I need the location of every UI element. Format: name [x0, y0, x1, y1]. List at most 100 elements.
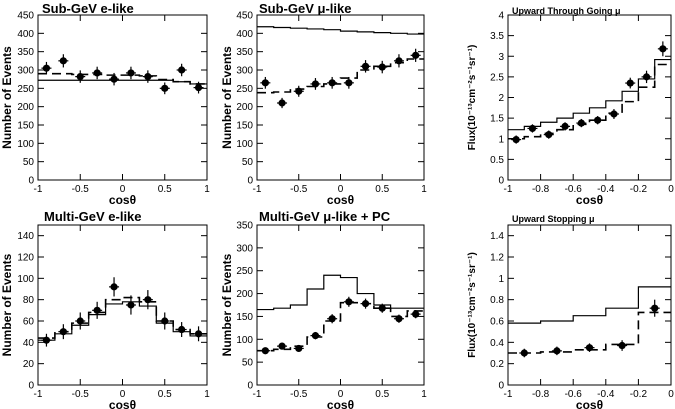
data-point — [642, 73, 651, 81]
x-tick-label: -0.2 — [630, 389, 648, 400]
histogram-no-oscillation — [257, 26, 424, 35]
y-tick-label: 50 — [242, 358, 254, 369]
y-tick-label: 350 — [236, 47, 253, 58]
x-tick-label: 1 — [421, 184, 427, 195]
y-tick-label: 200 — [236, 102, 253, 113]
y-tick-label: 60 — [23, 317, 35, 328]
data-point — [93, 306, 101, 314]
x-tick-label: -1 — [504, 389, 513, 400]
data-point — [361, 62, 370, 70]
x-tick-label: -0.2 — [630, 184, 648, 195]
histogram-oscillation — [38, 72, 207, 85]
y-tick-label: 0 — [247, 381, 253, 392]
data-point — [127, 301, 135, 309]
y-tick-label: 0 — [28, 381, 34, 392]
data-point — [59, 57, 67, 65]
data-point — [194, 330, 203, 338]
y-tick-label: 450 — [17, 11, 34, 22]
y-tick-label: 250 — [236, 266, 253, 277]
panel-upward-stopping-mu: 0 0.2 0.4 0.6 0.8 1 1.2 1.4 -1 -0.8 -0.6 -0.4 -0.2 0 U… — [467, 214, 674, 409]
data-point — [378, 63, 386, 71]
panel-title: Multi-GeV μ-like + PC — [259, 209, 391, 224]
x-tick-label: 1 — [421, 389, 427, 400]
y-axis-label: Flux(10⁻¹³cm⁻²s⁻¹sr⁻¹) — [467, 45, 478, 151]
y-axis-label: Number of Events — [220, 46, 234, 149]
x-tick-label: 0 — [668, 389, 674, 400]
x-tick-label: -0.5 — [290, 184, 308, 195]
x-tick-label: 1 — [204, 389, 210, 400]
data-point — [144, 73, 152, 81]
data-point — [328, 79, 336, 87]
x-tick-label: 0.5 — [158, 389, 172, 400]
data-point — [328, 315, 336, 323]
panel-multi-gev-e-like: 0 20 40 60 80 100 120 140 -1 -0.5 0 0.5 1 Multi-GeV e… — [0, 209, 210, 409]
plot-frame — [256, 14, 425, 181]
x-axis-label: cosθ — [109, 398, 136, 409]
y-tick-label: 1.2 — [490, 253, 504, 264]
y-tick-label: 0.5 — [490, 155, 504, 166]
data-point — [194, 84, 203, 92]
data-point — [76, 73, 84, 81]
y-tick-label: 4 — [498, 11, 504, 22]
y-tick-label: 250 — [17, 84, 34, 95]
data-point — [110, 283, 118, 291]
data-point — [618, 341, 626, 350]
data-point — [42, 336, 51, 344]
x-tick-label: -1 — [34, 184, 43, 195]
data-point — [610, 110, 618, 118]
data-point — [659, 45, 667, 53]
x-axis-label: cosθ — [109, 193, 136, 207]
data-point — [278, 342, 286, 350]
y-tick-label: 2 — [498, 93, 504, 104]
x-tick-label: -0.8 — [532, 389, 550, 400]
x-axis-label: cosθ — [327, 193, 354, 207]
y-tick-label: 0 — [498, 176, 504, 187]
x-axis-label: cosθ — [576, 398, 603, 409]
y-tick-label: 150 — [17, 121, 34, 132]
y-tick-label: 1.4 — [490, 231, 504, 242]
y-tick-label: 300 — [236, 243, 253, 254]
x-tick-label: -0.5 — [290, 389, 308, 400]
panel-title: Sub-GeV μ-like — [259, 1, 351, 16]
x-tick-label: 0.5 — [375, 184, 389, 195]
data-point — [395, 315, 403, 323]
y-axis-label: Number of Events — [0, 46, 14, 149]
y-tick-label: 1 — [498, 274, 504, 285]
y-tick-label: 1.5 — [490, 114, 504, 125]
data-point — [295, 344, 303, 353]
data-point — [161, 84, 169, 92]
data-point — [110, 75, 118, 83]
x-tick-label: 0 — [668, 184, 674, 195]
x-tick-label: -0.6 — [565, 389, 583, 400]
plot-frame — [37, 224, 208, 386]
data-point — [626, 79, 634, 87]
data-point — [361, 300, 370, 308]
y-tick-label: 200 — [17, 102, 34, 113]
plot-frame — [507, 14, 672, 181]
y-tick-label: 0 — [247, 176, 253, 187]
data-point — [512, 135, 520, 144]
x-axis-label: cosθ — [576, 193, 603, 207]
y-tick-label: 3.5 — [490, 31, 504, 42]
panel-title: Upward Stopping μ — [512, 214, 595, 224]
y-tick-label: 400 — [17, 29, 34, 40]
y-tick-label: 40 — [23, 338, 35, 349]
y-tick-label: 100 — [236, 139, 253, 150]
x-tick-label: -0.5 — [72, 389, 90, 400]
y-tick-label: 120 — [17, 253, 34, 264]
data-point — [395, 57, 403, 65]
y-tick-label: 0.4 — [490, 338, 504, 349]
histogram-no-oscillation — [257, 274, 424, 311]
x-tick-label: 0 — [120, 389, 126, 400]
histogram-oscillation — [508, 63, 671, 140]
y-tick-label: 50 — [242, 157, 254, 168]
panel-title: Upward Through Going μ — [512, 6, 621, 16]
data-point — [345, 79, 353, 87]
y-tick-label: 80 — [23, 295, 35, 306]
y-tick-label: 0.8 — [490, 295, 504, 306]
x-tick-label: -1 — [34, 389, 43, 400]
y-tick-label: 100 — [17, 274, 34, 285]
data-point — [93, 69, 101, 77]
histogram-no-oscillation — [508, 286, 671, 324]
